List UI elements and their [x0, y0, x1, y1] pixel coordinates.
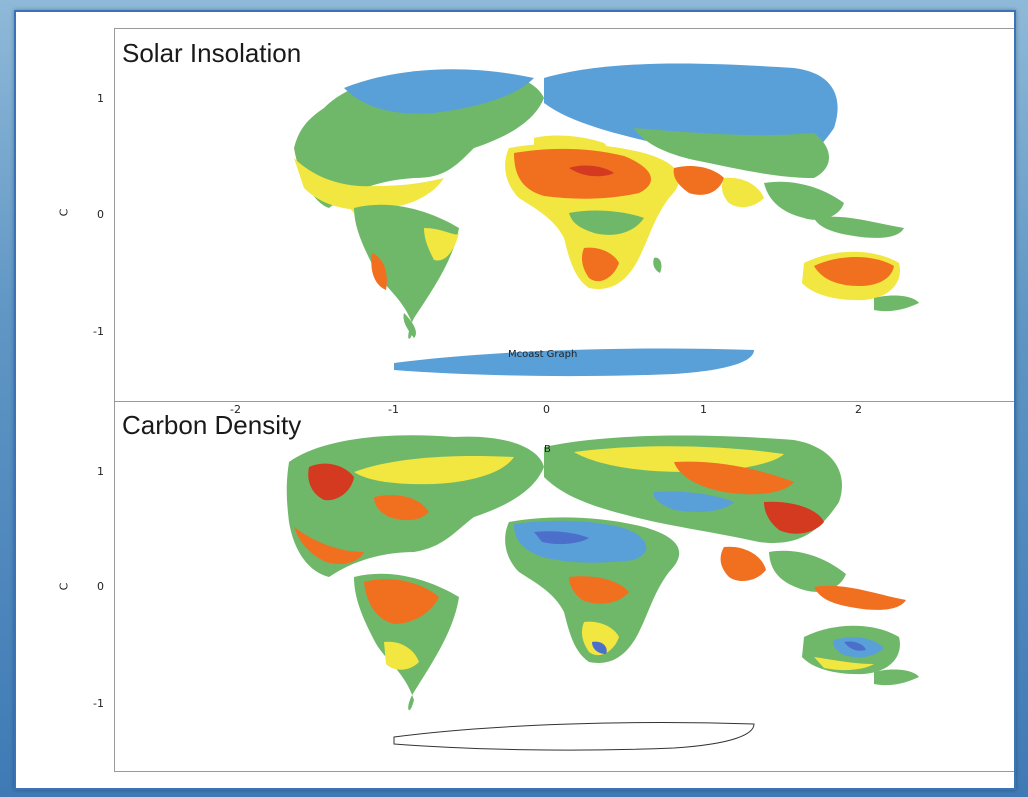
map-annotation-carbon: B — [544, 444, 551, 455]
africa-solar — [505, 143, 680, 289]
carbon-density-map: B — [286, 435, 919, 751]
panel-title-carbon: Carbon Density — [122, 410, 302, 440]
map-annotation-solar: Mcoast Graph — [508, 349, 577, 360]
north-america-solar — [294, 69, 544, 227]
y-axis-label-top: C — [57, 208, 71, 217]
south-asia-carbon — [720, 546, 906, 610]
ytick-bottom-minus1: -1 — [93, 697, 104, 710]
xtick-1: 1 — [700, 403, 707, 416]
xtick-0: 0 — [543, 403, 550, 416]
plot-area — [114, 28, 1014, 772]
antarctica-outline-carbon — [393, 722, 755, 751]
y-axis-label-bottom: C — [57, 582, 71, 591]
north-america-carbon — [286, 435, 544, 577]
xtick-2: 2 — [855, 403, 862, 416]
xtick-minus1: -1 — [388, 403, 399, 416]
south-america-carbon — [354, 573, 459, 711]
ytick-bottom-1: 1 — [97, 465, 104, 478]
solar-insolation-map: Mcoast Graph — [294, 63, 919, 377]
ytick-top-minus1: -1 — [93, 325, 104, 338]
south-america-solar — [354, 204, 459, 339]
australia-carbon — [802, 625, 919, 686]
arabia-india-solar — [673, 166, 764, 208]
ytick-top-1: 1 — [97, 92, 104, 105]
antarctica-solar — [394, 348, 754, 377]
eurasia-carbon — [544, 435, 842, 543]
xtick-minus2: -2 — [230, 403, 241, 416]
ytick-top-0: 0 — [97, 208, 104, 221]
panel-divider — [114, 401, 1014, 402]
ytick-bottom-0: 0 — [97, 580, 104, 593]
southeast-asia-solar — [764, 181, 904, 238]
panel-title-solar: Solar Insolation — [122, 38, 302, 68]
australia-solar — [802, 251, 919, 312]
africa-carbon — [505, 517, 680, 663]
